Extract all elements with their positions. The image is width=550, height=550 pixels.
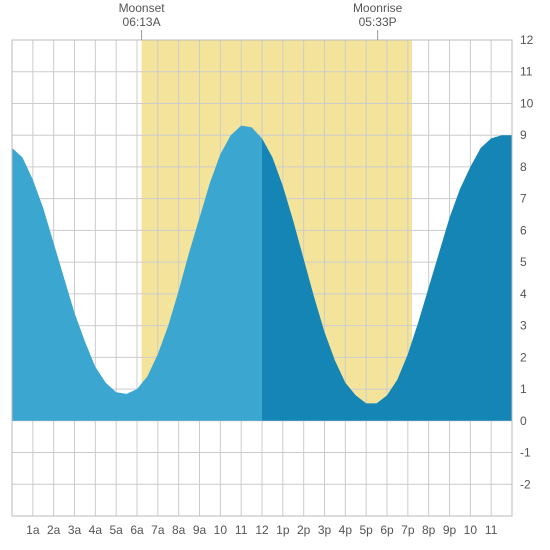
- x-tick-label: 3a: [68, 523, 82, 537]
- y-tick-label: 8: [520, 160, 527, 174]
- y-tick-label: 2: [520, 350, 527, 364]
- x-tick-label: 1p: [276, 523, 290, 537]
- y-tick-label: 7: [520, 192, 527, 206]
- annotation-time: 06:13A: [123, 15, 161, 29]
- x-tick-label: 9p: [443, 523, 457, 537]
- x-tick-label: 5a: [109, 523, 123, 537]
- annotation-label: Moonrise: [353, 1, 403, 15]
- x-tick-label: 8p: [422, 523, 436, 537]
- x-tick-label: 9a: [193, 523, 207, 537]
- y-tick-label: 6: [520, 223, 527, 237]
- y-tick-label: 11: [520, 65, 533, 79]
- annotation-label: Moonset: [119, 1, 166, 15]
- x-tick-label: 2p: [297, 523, 311, 537]
- x-tick-label: 3p: [318, 523, 332, 537]
- tide-chart: Moonset06:13A Moonrise05:33P 1a 2a 3a 4a 5a 6a 7…: [0, 0, 550, 550]
- x-tick-label: 11: [235, 523, 248, 537]
- y-tick-label: 12: [520, 33, 534, 47]
- y-tick-label: 4: [520, 287, 527, 301]
- x-tick-label: 4a: [89, 523, 103, 537]
- x-tick-label: 8a: [172, 523, 186, 537]
- annotation-time: 05:33P: [359, 15, 397, 29]
- x-tick-label: 1a: [26, 523, 40, 537]
- x-tick-label: 6p: [380, 523, 394, 537]
- x-tick-label: 12: [255, 523, 269, 537]
- x-tick-label: 7p: [401, 523, 415, 537]
- x-tick-label: 4p: [339, 523, 353, 537]
- y-tick-label: 0: [520, 414, 527, 428]
- x-tick-label: 10: [214, 523, 228, 537]
- y-tick-label: 3: [520, 319, 527, 333]
- x-tick-label: 5p: [359, 523, 373, 537]
- y-tick-label: 5: [520, 255, 527, 269]
- y-tick-label: 10: [520, 96, 534, 110]
- y-tick-label: -1: [520, 446, 531, 460]
- x-tick-label: 6a: [130, 523, 144, 537]
- y-tick-label: 1: [520, 382, 527, 396]
- y-tick-label: -2: [520, 477, 531, 491]
- x-tick-label: 2a: [47, 523, 61, 537]
- x-tick-label: 7a: [151, 523, 165, 537]
- x-tick-label: 10: [464, 523, 478, 537]
- y-tick-label: 9: [520, 128, 527, 142]
- x-tick-label: 11: [485, 523, 498, 537]
